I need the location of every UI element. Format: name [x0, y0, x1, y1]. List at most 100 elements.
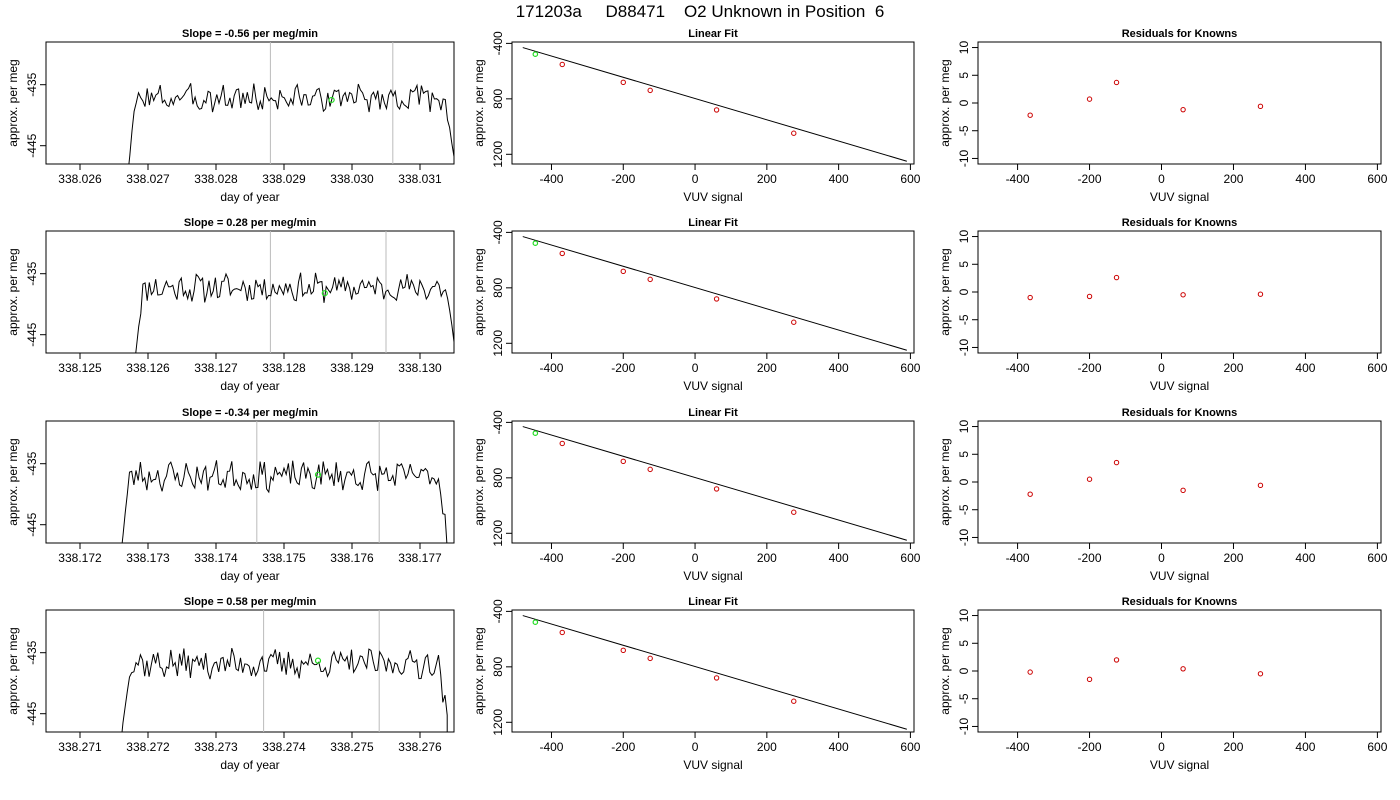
x-tick-label: 338.175 [262, 551, 306, 565]
unknown-point [532, 240, 539, 247]
x-tick-label: 338.127 [194, 361, 238, 375]
x-tick-label: 600 [900, 551, 920, 565]
x-tick-label: 338.273 [194, 740, 238, 754]
x-tick-label: -400 [1006, 551, 1030, 565]
x-tick-label: 400 [829, 740, 849, 754]
x-tick-label: 338.129 [330, 361, 374, 375]
plot-area [121, 421, 448, 543]
known-point [559, 629, 565, 636]
x-tick-label: 338.275 [330, 740, 374, 754]
y-tick-label: -445 [25, 322, 39, 346]
y-tick-label: 10 [957, 420, 971, 434]
chart-title: Linear Fit [688, 407, 738, 419]
y-tick-label: 0 [957, 99, 971, 106]
chart-title: Linear Fit [688, 596, 738, 608]
x-tick-label: 0 [1158, 361, 1165, 375]
x-tick-label: 200 [757, 551, 777, 565]
y-axis-label: approx. per meg [6, 59, 20, 146]
y-axis-label: approx. per meg [472, 438, 486, 525]
chart-title: Residuals for Knowns [1122, 596, 1238, 608]
x-axis-label: VUV signal [1150, 758, 1209, 772]
residual-point [1180, 106, 1186, 113]
x-tick-label: 0 [692, 551, 699, 565]
plot-area [1027, 274, 1264, 301]
known-point [620, 268, 626, 275]
x-tick-label: 600 [1367, 740, 1387, 754]
x-axis-label: day of year [220, 758, 279, 772]
residual-point [1086, 293, 1093, 300]
unknown-point [532, 430, 539, 437]
x-tick-label: -400 [539, 551, 563, 565]
x-tick-label: -200 [1078, 551, 1102, 565]
signal-trace [135, 272, 454, 353]
y-tick-label: 1200 [491, 330, 505, 357]
plot-area [522, 426, 907, 541]
y-tick-label: 0 [957, 667, 971, 674]
plot-area [1027, 459, 1264, 497]
x-tick-label: -200 [611, 740, 635, 754]
chart-3-1: Linear Fit -400 -200 0 200 400 600 -400 800 1200 V… [472, 596, 921, 772]
unknown-point [532, 619, 539, 626]
x-tick-label: -200 [611, 551, 635, 565]
signal-trace [121, 460, 448, 543]
y-tick-label: 0 [957, 288, 971, 295]
x-tick-label: -200 [1078, 361, 1102, 375]
y-tick-label: -10 [957, 149, 971, 167]
y-tick-label: -435 [25, 451, 39, 475]
page-title: 171203a D88471 O2 Unknown in Position 6 [515, 2, 885, 21]
x-tick-label: 338.028 [194, 172, 238, 186]
x-tick-label: 338.125 [58, 361, 102, 375]
x-tick-label: 338.174 [194, 551, 238, 565]
x-tick-label: 338.172 [58, 551, 102, 565]
x-tick-label: 600 [900, 740, 920, 754]
residual-point [1027, 491, 1033, 497]
y-tick-label: -5 [957, 125, 971, 136]
x-tick-label: 0 [692, 172, 699, 186]
residual-point [1086, 476, 1093, 482]
y-tick-label: 10 [957, 609, 971, 623]
residual-point [1113, 459, 1120, 466]
y-tick-label: -435 [25, 261, 39, 285]
x-axis-label: VUV signal [683, 569, 742, 583]
x-tick-label: 200 [757, 361, 777, 375]
chart-0-2: Residuals for Knowns -400 -200 0 200 400 600 -1… [938, 28, 1388, 204]
plot-frame [511, 609, 915, 733]
y-tick-label: -435 [25, 640, 39, 664]
y-axis-label: approx. per meg [938, 248, 952, 335]
y-tick-label: -445 [25, 133, 39, 157]
x-axis-label: day of year [220, 379, 279, 393]
y-tick-label: -400 [491, 410, 505, 434]
y-tick-label: 5 [957, 72, 971, 79]
x-tick-label: 200 [1223, 740, 1243, 754]
x-tick-label: 338.176 [330, 551, 374, 565]
y-tick-label: -10 [957, 717, 971, 735]
y-axis-label: approx. per meg [472, 627, 486, 714]
chart-title: Slope = 0.28 per meg/min [184, 217, 317, 229]
x-tick-label: 338.031 [398, 172, 442, 186]
plot-area [1027, 657, 1264, 683]
plot-area [522, 236, 907, 351]
y-tick-label: 10 [957, 230, 971, 244]
y-axis-label: approx. per meg [938, 627, 952, 714]
chart-1-1: Linear Fit -400 -200 0 200 400 600 -400 800 1200 V… [472, 217, 921, 393]
x-tick-label: 0 [1158, 551, 1165, 565]
residual-point [1180, 292, 1186, 298]
unknown-marker [321, 290, 328, 297]
chart-1-0: Slope = 0.28 per meg/min 338.125 338.126 33… [6, 217, 455, 393]
x-tick-label: 0 [1158, 172, 1165, 186]
chart-title: Residuals for Knowns [1122, 217, 1238, 229]
plot-area [128, 42, 454, 164]
known-point [647, 655, 653, 662]
x-tick-label: 338.274 [262, 740, 306, 754]
known-point [559, 61, 565, 68]
x-tick-label: -400 [539, 740, 563, 754]
y-tick-label: 1200 [491, 520, 505, 547]
known-point [791, 319, 797, 325]
x-tick-label: 400 [1295, 551, 1315, 565]
x-tick-label: 200 [1223, 361, 1243, 375]
known-point [791, 130, 797, 136]
y-tick-label: 800 [491, 278, 505, 298]
known-point [620, 458, 626, 465]
residual-point [1180, 666, 1186, 672]
